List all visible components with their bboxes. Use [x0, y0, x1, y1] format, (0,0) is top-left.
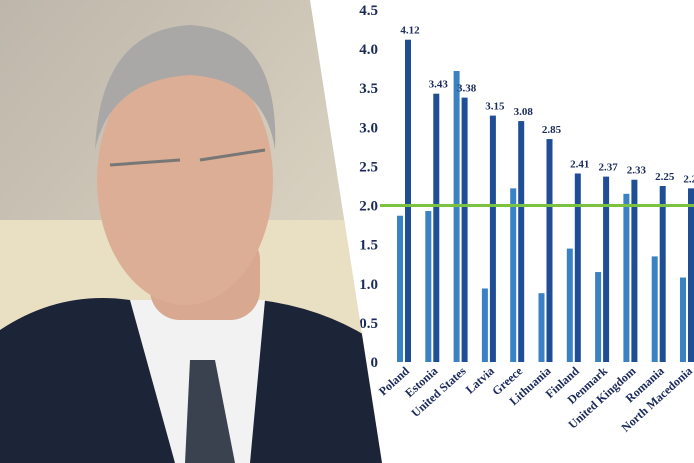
value-label: 4.12: [400, 25, 420, 37]
bar: [489, 115, 496, 362]
photo: [0, 0, 382, 463]
bar: [518, 121, 525, 362]
y-tick-label: 3.5: [359, 81, 378, 97]
bar: [659, 186, 666, 362]
bar: [481, 288, 488, 362]
y-tick-label: 1.0: [359, 277, 378, 293]
bar: [688, 188, 694, 362]
value-label: 3.38: [457, 83, 477, 95]
bar: [453, 71, 460, 362]
value-label: 2.41: [570, 158, 589, 170]
value-label: 3.15: [485, 101, 505, 113]
bar: [574, 173, 581, 362]
bar: [603, 176, 610, 362]
bar: [546, 139, 553, 362]
value-label: 3.43: [429, 79, 449, 91]
value-label: 2.85: [542, 124, 562, 136]
y-tick-label: 0.5: [359, 316, 378, 332]
y-tick-label: 3.0: [359, 120, 378, 136]
value-label: 2.22: [683, 173, 694, 185]
bar: [631, 179, 638, 362]
bar: [623, 193, 630, 362]
y-tick-label: 4.5: [359, 3, 378, 19]
y-tick-label: 0: [371, 355, 379, 371]
value-label: 3.08: [514, 106, 534, 118]
bar: [566, 248, 573, 362]
y-tick-label: 2.5: [359, 159, 378, 175]
bar: [433, 93, 440, 362]
bar: [397, 215, 403, 362]
bar: [538, 293, 545, 362]
y-tick-label: 2.0: [359, 199, 378, 215]
value-label: 2.33: [627, 165, 647, 177]
y-tick-label: 1.5: [359, 238, 378, 254]
bar: [595, 272, 602, 362]
bar: [510, 188, 517, 362]
bar: [425, 211, 432, 362]
bar: [461, 97, 468, 362]
bar: [405, 39, 411, 362]
bar: [680, 277, 686, 362]
y-tick-label: 4.0: [359, 42, 378, 58]
bar: [651, 256, 658, 362]
value-label: 2.25: [655, 171, 675, 183]
value-label: 2.37: [598, 162, 618, 174]
